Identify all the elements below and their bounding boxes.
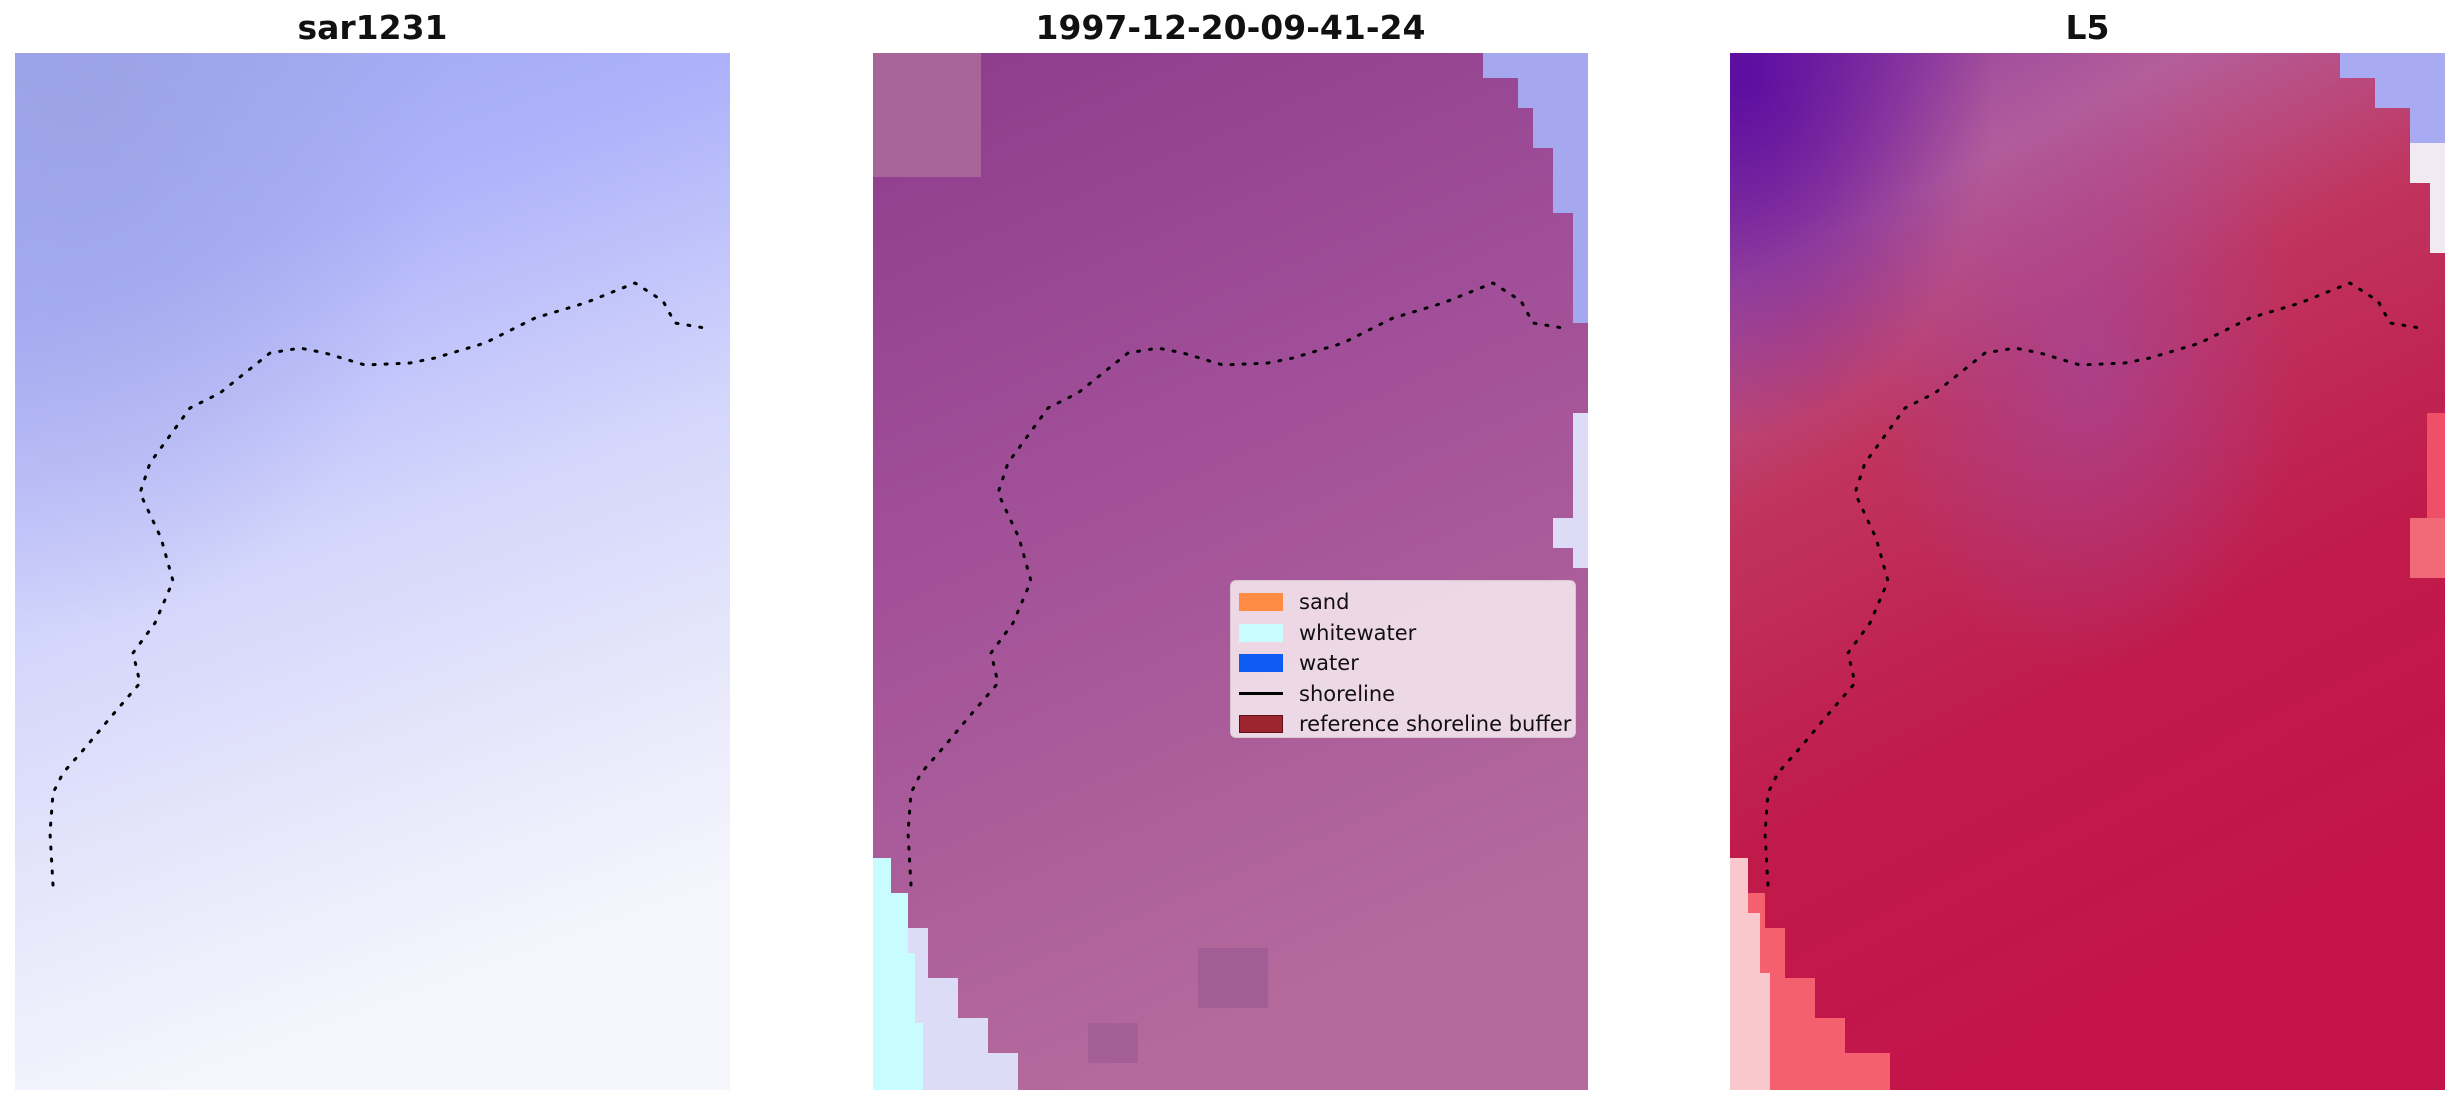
legend-swatch-sand [1239,593,1283,612]
legend-label: water [1299,651,1359,676]
legend-item-whitewater: whitewater [1239,618,1567,649]
shoreline-classification [906,281,1565,887]
legend-label: whitewater [1299,620,1417,645]
shoreline-rgb [48,281,707,887]
panel-title-index: L5 [2065,8,2110,47]
legend-swatch-shoreline [1239,692,1283,696]
legend-label: sand [1299,590,1350,615]
legend-swatch-whitewater [1239,623,1283,642]
legend-item-water: water [1239,648,1567,679]
shoreline-index [1763,281,2422,887]
legend-swatch-water [1239,654,1283,673]
index-image [1730,53,2445,1090]
panel-title-classification: 1997-12-20-09-41-24 [1035,8,1426,47]
legend: sand whitewater water shoreline referenc… [1230,580,1576,738]
legend-item-reference-buffer: reference shoreline buffer [1239,709,1571,740]
rgb-image [15,53,730,1090]
legend-item-shoreline: shoreline [1239,679,1567,710]
legend-label: reference shoreline buffer [1299,712,1572,737]
panel-title-rgb: sar1231 [297,8,448,47]
legend-swatch-reference-buffer [1239,715,1283,734]
legend-item-sand: sand [1239,587,1567,618]
classification-image [873,53,1588,1090]
legend-label: shoreline [1299,681,1396,706]
